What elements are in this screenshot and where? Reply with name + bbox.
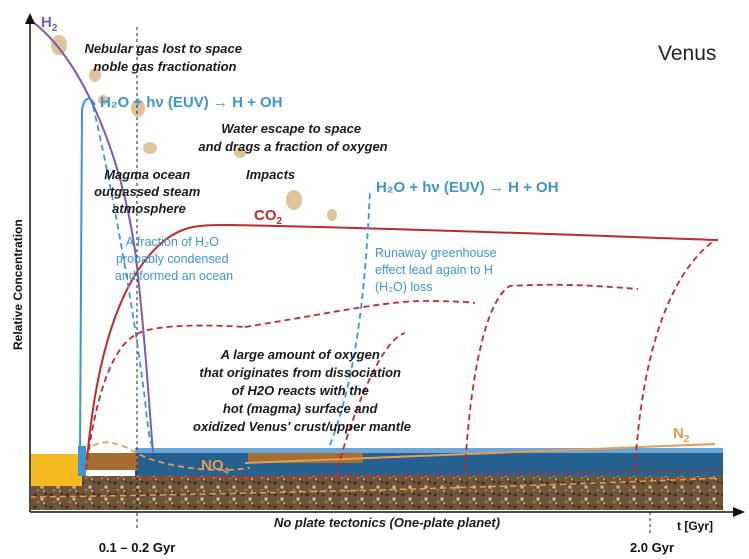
impact-rock	[131, 99, 145, 117]
bottom-caption: No plate tectonics (One-plate planet)	[274, 515, 500, 530]
oxidized-crust-brown	[248, 453, 363, 463]
co2-base-dashed	[134, 469, 721, 479]
h2o-second-rise-dashed	[329, 189, 371, 446]
co2-label: CO2	[254, 207, 283, 227]
h2o-descending-dashed	[92, 105, 155, 451]
tick-label-2-gyr: 2.0 Gyr	[630, 540, 674, 555]
n2-subsurface-dashed	[29, 477, 721, 498]
diagram-title: Venus	[658, 42, 716, 65]
n2-label: N2	[673, 425, 690, 445]
y-axis-label: Relative Concentration	[11, 219, 25, 350]
x-axis-label: t [Gyr]	[677, 519, 713, 533]
h2-label: H2	[41, 14, 58, 34]
water-escape-annotation: Water escape to space and drags a fracti…	[198, 121, 387, 154]
impact-rock	[98, 95, 108, 105]
rock-mantle-band	[31, 476, 723, 510]
no4-label: NO4	[201, 457, 229, 476]
photolysis-annotation-early: H₂O + hν (EUV) → H + OH	[100, 94, 283, 111]
impacts-annotation: Impacts	[246, 167, 295, 182]
impact-rock	[89, 68, 101, 82]
n2-early-dashed	[85, 441, 251, 471]
h2-curve	[29, 19, 154, 453]
impact-rock	[234, 148, 246, 158]
runaway-greenhouse-annotation: Runaway greenhouse effect lead again to …	[375, 246, 500, 294]
co2-line	[86, 223, 719, 461]
impact-rocks	[51, 35, 337, 221]
ocean-surface-band	[135, 448, 723, 453]
oxygen-annotation: A large amount of oxygen that originates…	[193, 347, 411, 434]
photolysis-annotation-late: H₂O + hν (EUV) → H + OH	[376, 179, 559, 196]
impact-rock	[51, 35, 67, 55]
ocean-condensed-annotation: A fraction of H₂O probably condensed and…	[115, 235, 233, 283]
co2-pulse-3	[634, 239, 716, 471]
magma-ocean-annotation: Magma ocean outgassed steam atmosphere	[94, 167, 204, 216]
co2-plateau-dashed	[244, 300, 476, 328]
co2-early-dashed	[85, 324, 246, 471]
tick-label-0-1-gyr: 0.1 – 0.2 Gyr	[99, 540, 176, 555]
impact-rock	[327, 209, 337, 221]
h2o-spike-solid	[79, 97, 96, 455]
nebular-gas-annotation: Nebular gas lost to space noble gas frac…	[84, 41, 245, 74]
co2-pulse-1	[334, 332, 406, 479]
early-crust-brown	[84, 453, 138, 470]
impact-rock	[286, 190, 302, 210]
co2-pulse-2	[464, 283, 639, 471]
impact-rock	[143, 142, 157, 154]
initial-blue-strip	[78, 446, 86, 476]
magma-core-yellow	[31, 454, 82, 486]
surface-layers	[31, 446, 723, 510]
x-axis-arrowhead	[733, 507, 745, 517]
y-axis-arrowhead	[25, 13, 35, 24]
